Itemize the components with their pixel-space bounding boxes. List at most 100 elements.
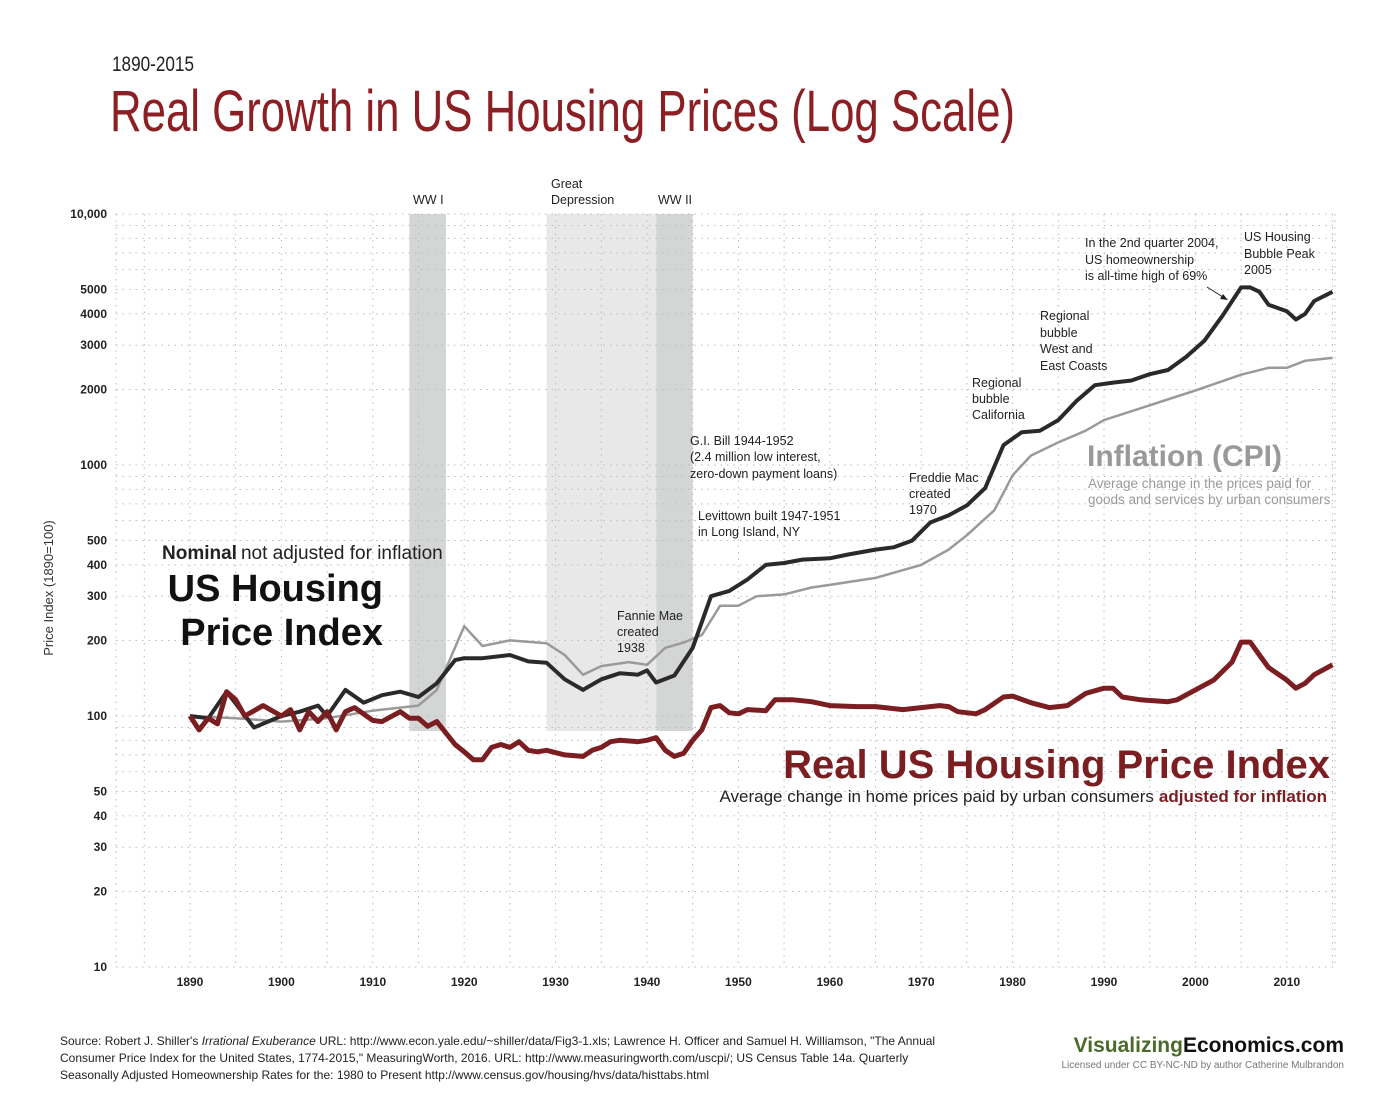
x-tick-label: 1990 <box>1091 975 1118 989</box>
homeownership-annotation: In the 2nd quarter 2004, US homeownershi… <box>1085 236 1228 300</box>
x-tick-label: 1980 <box>999 975 1026 989</box>
y-tick-label: 3000 <box>80 338 107 352</box>
y-tick-label: 4000 <box>80 307 107 321</box>
shaded-period-0 <box>409 214 446 731</box>
chart-subtitle: 1890-2015 <box>112 53 194 76</box>
y-tick-label: 300 <box>87 589 107 603</box>
source-line-1-rest: URL: http://www.econ.yale.edu/~shiller/d… <box>316 1034 935 1048</box>
levittown-annotation: Levittown built 1947-1951 in Long Island… <box>698 509 841 539</box>
x-tick-label: 1970 <box>908 975 935 989</box>
x-axis-ticks: 1890 1900 1910 1920 1930 1940 1950 1960 1970 1980… <box>177 975 1301 989</box>
nominal-label: Nominal not adjusted for inflation <box>162 543 443 564</box>
west-east-line-4: East Coasts <box>1040 359 1107 373</box>
shaded-period-1 <box>546 214 657 731</box>
levittown-line-2: in Long Island, NY <box>698 525 801 539</box>
x-tick-label: 1920 <box>451 975 478 989</box>
depression-label-1: Great <box>551 177 583 191</box>
freddie-line-1: Freddie Mac <box>909 471 978 485</box>
x-tick-label: 1930 <box>542 975 569 989</box>
california-line-2: bubble <box>972 392 1010 406</box>
cpi-sub-2: goods and services by urban consumers <box>1088 492 1331 507</box>
source-book: Irrational Exuberance <box>202 1034 316 1048</box>
nominal-bold: Nominal <box>162 543 237 564</box>
series-line-real-us-housing-price-index <box>187 639 1334 763</box>
y-tick-label: 2000 <box>80 382 107 396</box>
chart-title: Real Growth in US Housing Prices (Log Sc… <box>110 79 1015 144</box>
california-line-1: Regional <box>972 376 1021 390</box>
y-tick-label: 100 <box>87 709 107 723</box>
gi-bill-line-3: zero-down payment loans) <box>690 467 837 481</box>
real-sub-bold: adjusted for inflation <box>1159 787 1327 806</box>
real-sub-text: Average change in home prices paid by ur… <box>720 787 1154 806</box>
x-tick-label: 1940 <box>634 975 661 989</box>
y-tick-label: 5000 <box>80 283 107 297</box>
west-east-line-3: West and <box>1040 342 1093 356</box>
x-tick-label: 2010 <box>1273 975 1300 989</box>
bubble-peak-line-2: Bubble Peak <box>1244 247 1316 261</box>
x-tick-label: 1900 <box>268 975 295 989</box>
gi-bill-annotation: G.I. Bill 1944-1952 (2.4 million low int… <box>690 434 837 481</box>
y-tick-label: 30 <box>94 840 108 854</box>
hpi-label-line-1: US Housing <box>168 568 383 610</box>
y-axis-ticks: 10,000 5000 4000 3000 2000 1000 500 400 300 200 10… <box>70 207 107 974</box>
ww2-label: WW II <box>658 193 692 207</box>
source-line-3: Seasonally Adjusted Homeownership Rates … <box>60 1068 709 1082</box>
real-hpi-label: Real US Housing Price Index <box>783 743 1330 787</box>
y-tick-label: 50 <box>94 785 108 799</box>
bubble-peak-line-1: US Housing <box>1244 230 1311 244</box>
series-lines <box>187 285 1334 763</box>
y-tick-label: 200 <box>87 633 107 647</box>
y-tick-label: 500 <box>87 534 107 548</box>
source-prefix: Source: Robert J. Shiller's <box>60 1034 202 1048</box>
bubble-peak-annotation: US Housing Bubble Peak 2005 <box>1244 230 1316 277</box>
levittown-line-1: Levittown built 1947-1951 <box>698 509 841 523</box>
fannie-line-2: created <box>617 625 659 639</box>
freddie-mac-annotation: Freddie Mac created 1970 <box>909 471 978 517</box>
x-tick-label: 1890 <box>177 975 204 989</box>
x-tick-label: 2000 <box>1182 975 1209 989</box>
depression-label-2: Depression <box>551 193 614 207</box>
homeownership-line-3: is all-time high of 69% <box>1085 269 1207 283</box>
california-line-3: California <box>972 408 1025 422</box>
homeownership-line-1: In the 2nd quarter 2004, <box>1085 236 1218 250</box>
brand-logo[interactable]: VisualizingEconomics.com <box>1074 1034 1344 1057</box>
west-east-bubble-annotation: Regional bubble West and East Coasts <box>1040 309 1107 373</box>
cpi-label: Inflation (CPI) <box>1087 440 1282 473</box>
gi-bill-line-2: (2.4 million low interest, <box>690 450 821 464</box>
bubble-peak-line-3: 2005 <box>1244 263 1272 277</box>
source-line-2: Consumer Price Index for the United Stat… <box>60 1051 908 1065</box>
homeownership-line-2: US homeownership <box>1085 253 1194 267</box>
y-tick-label: 10,000 <box>70 207 107 221</box>
x-tick-label: 1960 <box>816 975 843 989</box>
hpi-label-line-2: Price Index <box>180 612 383 654</box>
fannie-line-3: 1938 <box>617 641 645 655</box>
series-line-us-housing-price-index <box>189 285 1334 730</box>
freddie-line-2: created <box>909 487 951 501</box>
x-tick-label: 1910 <box>359 975 386 989</box>
x-tick-label: 1950 <box>725 975 752 989</box>
nominal-rest: not adjusted for inflation <box>241 543 443 564</box>
gi-bill-line-1: G.I. Bill 1944-1952 <box>690 434 794 448</box>
y-tick-label: 1000 <box>80 458 107 472</box>
y-tick-label: 10 <box>94 960 108 974</box>
y-tick-label: 400 <box>87 558 107 572</box>
ww1-label: WW I <box>413 193 444 207</box>
shaded-periods <box>409 214 693 731</box>
fannie-line-1: Fannie Mae <box>617 609 683 623</box>
arrow-head-icon <box>1220 294 1228 300</box>
y-axis-label: Price Index (1890=100) <box>41 520 56 656</box>
cpi-sub-1: Average change in the prices paid for <box>1088 476 1312 491</box>
california-bubble-annotation: Regional bubble California <box>972 376 1025 422</box>
real-hpi-sub: Average change in home prices paid by ur… <box>720 787 1328 806</box>
y-tick-label: 20 <box>94 884 108 898</box>
west-east-line-2: bubble <box>1040 326 1078 340</box>
brand-part-2: Economics.com <box>1183 1034 1344 1057</box>
series-line-inflation-cpi- <box>189 356 1333 723</box>
brand-part-1: Visualizing <box>1074 1034 1183 1057</box>
y-tick-label: 40 <box>94 809 108 823</box>
west-east-line-1: Regional <box>1040 309 1089 323</box>
freddie-line-3: 1970 <box>909 503 937 517</box>
source-line-1: Source: Robert J. Shiller's Irrational E… <box>60 1034 935 1048</box>
license-text: Licensed under CC BY-NC-ND by author Cat… <box>1061 1060 1344 1071</box>
